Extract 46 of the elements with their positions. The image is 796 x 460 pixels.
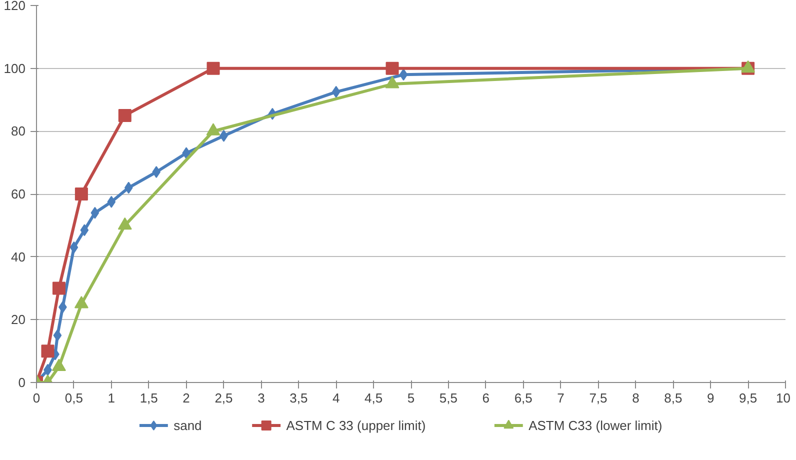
x-tick-label: 2,5 xyxy=(214,390,233,406)
x-tick-label: 10 xyxy=(776,390,791,406)
legend-label: ASTM C 33 (upper limit) xyxy=(286,418,426,433)
x-tick-label: 1 xyxy=(108,390,116,406)
point xyxy=(80,224,89,236)
x-tick-label: 0,5 xyxy=(64,390,83,406)
y-tick-label: 0 xyxy=(18,375,26,390)
x-tick-label: 2 xyxy=(182,390,190,406)
x-tick-label: 6,5 xyxy=(514,390,532,406)
x-tick-label: 7 xyxy=(557,390,564,406)
legend-label: sand xyxy=(174,418,202,433)
point xyxy=(152,166,161,178)
x-tick-label: 8,5 xyxy=(664,390,682,406)
point xyxy=(74,188,88,200)
x-tick-label: 9,5 xyxy=(739,390,758,406)
x-tick-label: 9 xyxy=(706,390,714,406)
point xyxy=(118,108,132,122)
x-tick-label: 8 xyxy=(632,390,640,406)
y-tick-label: 120 xyxy=(4,0,26,13)
point xyxy=(107,196,116,208)
x-tick-label: 1,5 xyxy=(140,390,158,406)
point xyxy=(53,329,62,342)
point xyxy=(70,241,78,254)
legend-label: ASTM C33 (lower limit) xyxy=(528,418,662,433)
point xyxy=(399,68,408,81)
x-tick-label: 0 xyxy=(32,390,40,406)
point xyxy=(386,62,399,75)
point xyxy=(90,206,100,219)
point xyxy=(52,282,66,295)
point xyxy=(41,344,54,358)
x-tick-label: 7,5 xyxy=(589,390,608,406)
x-tick-label: 3 xyxy=(258,390,265,406)
y-tick-label: 80 xyxy=(11,124,26,139)
y-tick-label: 40 xyxy=(11,249,26,264)
point xyxy=(124,182,133,194)
x-tick-label: 5,5 xyxy=(439,390,458,406)
point xyxy=(332,86,340,98)
y-tick-label: 20 xyxy=(11,312,26,328)
x-tick-label: 4 xyxy=(332,390,340,406)
x-tick-label: 4,5 xyxy=(364,390,383,406)
x-tick-label: 6 xyxy=(482,390,490,406)
x-tick-label: 3,5 xyxy=(290,390,308,406)
y-tick-label: 100 xyxy=(4,60,26,76)
y-tick-label: 60 xyxy=(11,186,26,202)
point xyxy=(206,62,220,75)
x-tick-label: 5 xyxy=(407,390,415,406)
